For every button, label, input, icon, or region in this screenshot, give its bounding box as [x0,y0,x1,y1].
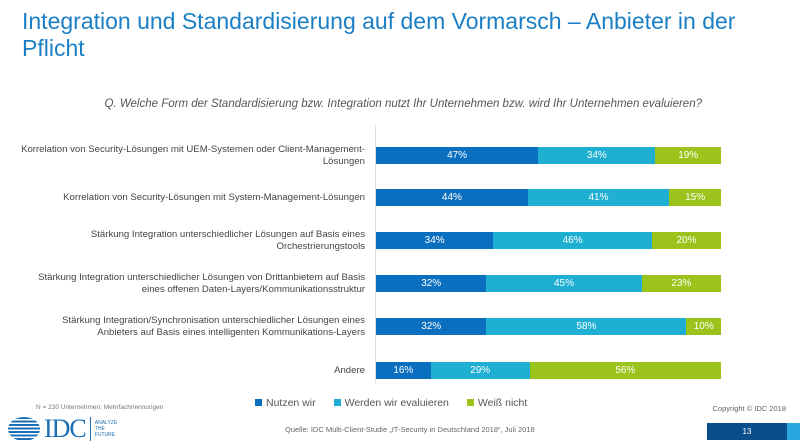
bar-segment: 32% [376,275,487,292]
sample-note: N = 230 Unternehmen; Mehrfachnennungen [36,404,164,411]
logo-text: IDC [44,416,91,442]
legend-label: Weiß nicht [477,397,528,409]
legend-swatch [333,399,341,406]
legend-label: Nutzen wir [266,397,316,409]
bar-segment: 44% [376,189,528,206]
slide-title: Integration und Standardisierung auf dem… [22,8,736,61]
bar-row: 32% 45% 23% [376,275,721,292]
bar-segment: 32% [376,318,487,335]
category-label: Korrelation von Security-Lösungen mit UE… [21,143,365,167]
category-label: Stärkung Integration unterschiedlicher L… [38,271,365,295]
axis-line [375,125,376,383]
copyright: Copyright © IDC 2018 [712,404,786,413]
globe-icon [8,417,40,441]
legend-item: Nutzen wir [255,397,316,409]
bar-segment: 19% [655,147,721,164]
bar-segment: 20% [651,232,721,249]
bar-segment: 29% [430,362,530,379]
bar-segment: 41% [527,189,670,206]
bar-segment: 15% [669,189,721,206]
bar-row: 32% 58% 10% [376,318,721,335]
bar-segment: 58% [486,318,687,335]
category-label: Stärkung Integration/Synchronisation unt… [62,314,365,338]
legend-item: Werden wir evaluieren [333,397,449,409]
page-accent [787,423,800,440]
bar-segment: 34% [376,232,494,249]
bar-segment: 45% [486,275,642,292]
legend-swatch [466,399,474,406]
bar-segment: 10% [686,318,721,335]
category-label: Stärkung Integration unterschiedlicher L… [90,228,365,252]
page-number: 13 [707,423,787,440]
bar-segment: 46% [493,232,652,249]
bar-row: 16% 29% 56% [376,362,721,379]
legend-label: Werden wir evaluieren [344,397,449,409]
survey-question: Q. Welche Form der Standardisierung bzw.… [104,98,702,110]
bar-segment: 23% [641,275,721,292]
bar-row: 34% 46% 20% [376,232,721,249]
bar-segment: 56% [529,362,721,379]
bar-segment: 34% [538,147,656,164]
source-note: Quelle: IDC Multi-Client-Studie „IT-Secu… [285,425,535,434]
logo-tagline: ANALYZE THE FUTURE [94,420,118,438]
legend: Nutzen wir Werden wir evaluieren Weiß nich… [255,397,527,409]
idc-logo: IDC ANALYZE THE FUTURE [8,416,118,442]
category-label: Korrelation von Security-Lösungen mit Sy… [63,191,365,203]
legend-item: Weiß nicht [466,397,528,409]
bar-segment: 47% [376,147,539,164]
bar-row: 47% 34% 19% [376,147,721,164]
bar-segment: 16% [376,362,431,379]
bar-row: 44% 41% 15% [376,189,721,206]
category-label: Andere [334,364,365,376]
legend-swatch [255,399,262,406]
